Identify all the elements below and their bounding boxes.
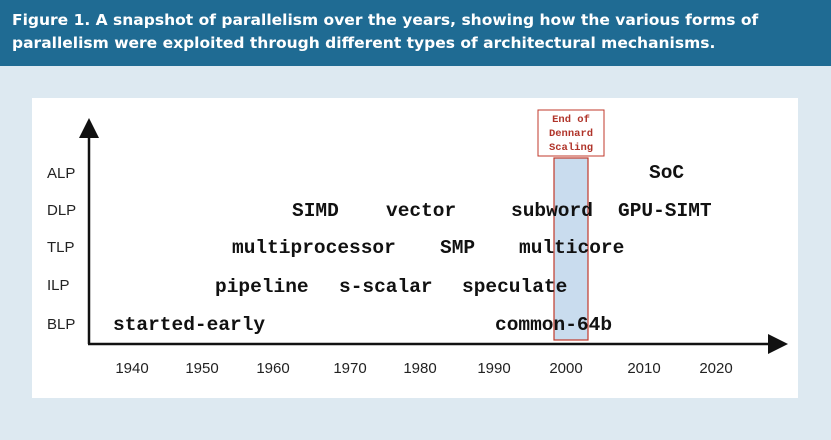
year-tick-1990: 1990	[477, 360, 510, 377]
term-common-64b: common-64b	[495, 314, 612, 336]
year-tick-1960: 1960	[256, 360, 289, 377]
dennard-label-line-2: Dennard	[549, 128, 593, 140]
caption-line-1: Figure 1. A snapshot of parallelism over…	[12, 11, 759, 29]
dennard-highlight-band	[553, 157, 589, 341]
term-multiprocessor: multiprocessor	[232, 237, 396, 259]
level-label-tlp: TLP	[47, 239, 75, 256]
term-vector: vector	[386, 200, 456, 222]
y-axis-arrowhead	[79, 118, 99, 138]
term-smp: SMP	[440, 237, 475, 259]
figure-caption: Figure 1. A snapshot of parallelism over…	[0, 0, 831, 66]
term-speculate: speculate	[462, 276, 567, 298]
term-s-scalar: s-scalar	[339, 276, 433, 298]
term-gpu-simt: GPU-SIMT	[618, 200, 712, 222]
dennard-label-line-3: Scaling	[549, 142, 593, 154]
parallelism-diagram: End of Dennard Scaling ALP DLP TLP ILP B…	[47, 109, 788, 377]
year-tick-2020: 2020	[699, 360, 732, 377]
caption-line-2: parallelism were exploited through diffe…	[12, 34, 716, 52]
term-simd: SIMD	[292, 200, 339, 222]
year-tick-1950: 1950	[185, 360, 218, 377]
level-label-dlp: DLP	[47, 202, 76, 219]
year-tick-2000: 2000	[549, 360, 582, 377]
year-tick-1940: 1940	[115, 360, 148, 377]
term-soc: SoC	[649, 162, 684, 184]
dennard-label-line-1: End of	[552, 114, 590, 126]
term-pipeline: pipeline	[215, 276, 309, 298]
diagram-panel: End of Dennard Scaling ALP DLP TLP ILP B…	[32, 98, 798, 398]
term-multicore: multicore	[519, 237, 624, 259]
dennard-label-box	[537, 109, 605, 157]
term-subword: subword	[511, 200, 593, 222]
x-axis-arrowhead	[768, 334, 788, 354]
year-tick-1980: 1980	[403, 360, 436, 377]
level-label-blp: BLP	[47, 316, 75, 333]
level-label-ilp: ILP	[47, 277, 70, 294]
level-label-alp: ALP	[47, 165, 75, 182]
year-tick-1970: 1970	[333, 360, 366, 377]
year-tick-2010: 2010	[627, 360, 660, 377]
term-started-early: started-early	[113, 314, 265, 336]
